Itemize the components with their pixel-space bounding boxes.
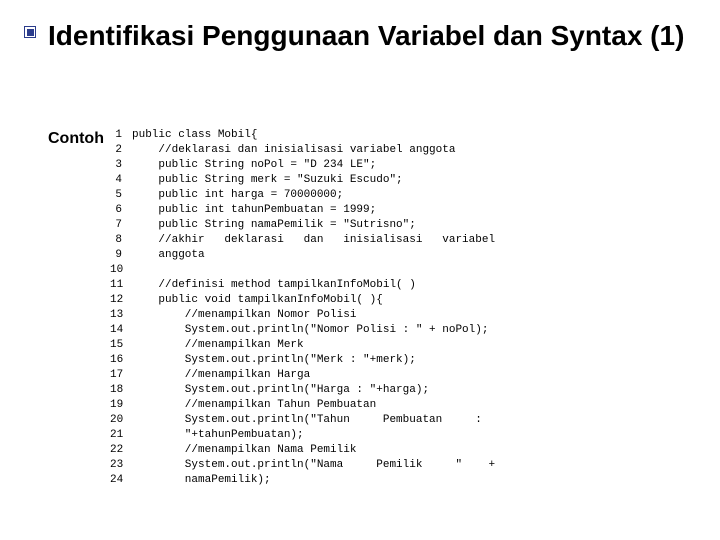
- code-line: 9 anggota: [110, 248, 495, 263]
- code-text: //menampilkan Tahun Pembuatan: [132, 398, 376, 413]
- code-text: System.out.println("Merk : "+merk);: [132, 353, 416, 368]
- code-line: 16 System.out.println("Merk : "+merk);: [110, 353, 495, 368]
- bullet-inner-square: [27, 29, 34, 36]
- code-text: System.out.println("Nomor Polisi : " + n…: [132, 323, 488, 338]
- code-text: public int tahunPembuatan = 1999;: [132, 203, 376, 218]
- line-number: 5: [110, 188, 132, 203]
- code-line: 14 System.out.println("Nomor Polisi : " …: [110, 323, 495, 338]
- line-number: 7: [110, 218, 132, 233]
- code-text: anggota: [132, 248, 205, 263]
- line-number: 16: [110, 353, 132, 368]
- example-label: Contoh: [48, 130, 104, 148]
- code-line: 4 public String merk = "Suzuki Escudo";: [110, 173, 495, 188]
- code-text: //menampilkan Nomor Polisi: [132, 308, 356, 323]
- line-number: 19: [110, 398, 132, 413]
- code-text: public String namaPemilik = "Sutrisno";: [132, 218, 416, 233]
- code-text: public int harga = 70000000;: [132, 188, 343, 203]
- code-line: 1public class Mobil{: [110, 128, 495, 143]
- line-number: 10: [110, 263, 132, 278]
- code-text: "+tahunPembuatan);: [132, 428, 304, 443]
- code-text: public String noPol = "D 234 LE";: [132, 158, 376, 173]
- code-text: //deklarasi dan inisialisasi variabel an…: [132, 143, 455, 158]
- code-line: 21 "+tahunPembuatan);: [110, 428, 495, 443]
- code-text: System.out.println("Nama Pemilik " +: [132, 458, 495, 473]
- line-number: 23: [110, 458, 132, 473]
- code-text: System.out.println("Tahun Pembuatan :: [132, 413, 482, 428]
- line-number: 15: [110, 338, 132, 353]
- line-number: 20: [110, 413, 132, 428]
- page-title: Identifikasi Penggunaan Variabel dan Syn…: [48, 18, 690, 53]
- code-text: public class Mobil{: [132, 128, 257, 143]
- line-number: 12: [110, 293, 132, 308]
- code-listing: 1public class Mobil{2 //deklarasi dan in…: [110, 128, 495, 488]
- code-line: 19 //menampilkan Tahun Pembuatan: [110, 398, 495, 413]
- code-text: //menampilkan Harga: [132, 368, 310, 383]
- line-number: 21: [110, 428, 132, 443]
- line-number: 4: [110, 173, 132, 188]
- code-text: public String merk = "Suzuki Escudo";: [132, 173, 403, 188]
- code-text: public void tampilkanInfoMobil( ){: [132, 293, 383, 308]
- line-number: 6: [110, 203, 132, 218]
- line-number: 9: [110, 248, 132, 263]
- line-number: 8: [110, 233, 132, 248]
- line-number: 22: [110, 443, 132, 458]
- line-number: 24: [110, 473, 132, 488]
- line-number: 3: [110, 158, 132, 173]
- line-number: 17: [110, 368, 132, 383]
- code-line: 13 //menampilkan Nomor Polisi: [110, 308, 495, 323]
- code-text: //menampilkan Nama Pemilik: [132, 443, 356, 458]
- code-line: 3 public String noPol = "D 234 LE";: [110, 158, 495, 173]
- code-line: 20 System.out.println("Tahun Pembuatan :: [110, 413, 495, 428]
- line-number: 13: [110, 308, 132, 323]
- code-line: 2 //deklarasi dan inisialisasi variabel …: [110, 143, 495, 158]
- code-line: 11 //definisi method tampilkanInfoMobil(…: [110, 278, 495, 293]
- code-line: 6 public int tahunPembuatan = 1999;: [110, 203, 495, 218]
- code-line: 8 //akhir deklarasi dan inisialisasi var…: [110, 233, 495, 248]
- code-line: 24 namaPemilik);: [110, 473, 495, 488]
- code-line: 7 public String namaPemilik = "Sutrisno"…: [110, 218, 495, 233]
- code-line: 22 //menampilkan Nama Pemilik: [110, 443, 495, 458]
- code-text: System.out.println("Harga : "+harga);: [132, 383, 429, 398]
- code-line: 23 System.out.println("Nama Pemilik " +: [110, 458, 495, 473]
- code-line: 17 //menampilkan Harga: [110, 368, 495, 383]
- code-line: 10: [110, 263, 495, 278]
- line-number: 11: [110, 278, 132, 293]
- code-line: 12 public void tampilkanInfoMobil( ){: [110, 293, 495, 308]
- code-line: 15 //menampilkan Merk: [110, 338, 495, 353]
- line-number: 1: [110, 128, 132, 143]
- line-number: 14: [110, 323, 132, 338]
- title-bullet: [24, 26, 38, 40]
- code-text: //akhir deklarasi dan inisialisasi varia…: [132, 233, 495, 248]
- line-number: 18: [110, 383, 132, 398]
- code-text: //menampilkan Merk: [132, 338, 304, 353]
- code-text: //definisi method tampilkanInfoMobil( ): [132, 278, 416, 293]
- code-line: 18 System.out.println("Harga : "+harga);: [110, 383, 495, 398]
- code-text: namaPemilik);: [132, 473, 271, 488]
- code-line: 5 public int harga = 70000000;: [110, 188, 495, 203]
- line-number: 2: [110, 143, 132, 158]
